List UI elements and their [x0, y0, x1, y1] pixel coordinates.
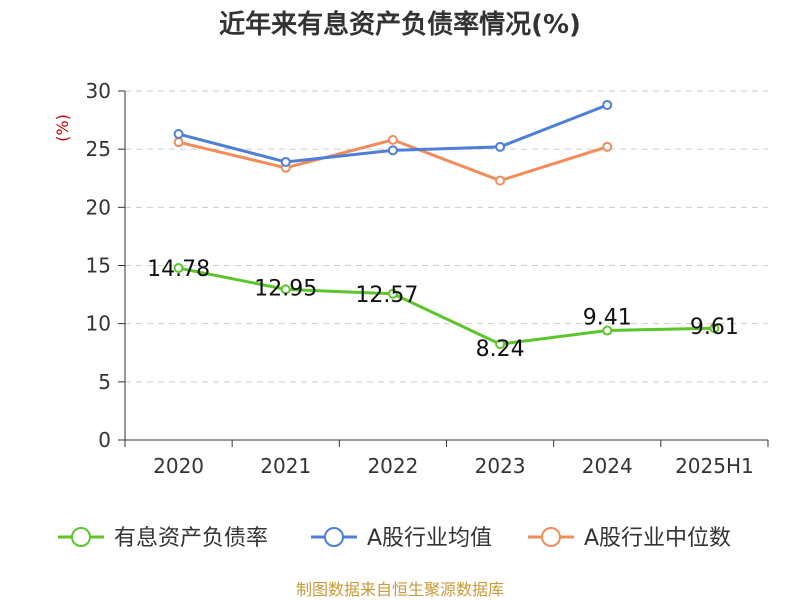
data-label: 8.24	[476, 337, 525, 362]
legend-marker	[71, 527, 91, 547]
data-label: 12.95	[254, 276, 317, 301]
data-point	[387, 134, 398, 145]
series-line	[178, 266, 715, 346]
data-point	[495, 175, 506, 186]
x-tick-label: 2022	[367, 454, 418, 478]
data-point	[173, 137, 184, 148]
y-tick-label: 30	[86, 79, 111, 103]
y-tick-label: 25	[86, 137, 111, 161]
data-point	[173, 263, 184, 274]
y-tick-label: 15	[86, 254, 111, 278]
data-point	[495, 339, 506, 350]
data-label: 14.78	[147, 257, 210, 282]
legend-label: A股行业均值	[367, 526, 492, 551]
data-point	[602, 141, 613, 152]
legend-marker	[541, 527, 561, 547]
x-tick-label: 2023	[475, 454, 526, 478]
grid-lines	[125, 90, 768, 383]
x-tick-label: 2025H1	[675, 454, 754, 478]
legend-marker	[324, 527, 344, 547]
data-point	[495, 141, 506, 152]
legend-label: A股行业中位数	[584, 526, 731, 551]
data-label: 9.61	[690, 315, 739, 340]
data-point	[387, 145, 398, 156]
series-group	[173, 99, 720, 350]
y-tick-label: 10	[86, 312, 111, 336]
data-point	[173, 129, 184, 140]
data-source-note: 制图数据来自恒生聚源数据库	[295, 580, 504, 599]
data-point	[280, 156, 291, 167]
data-point	[280, 284, 291, 295]
data-label: 12.57	[355, 283, 418, 308]
data-point	[709, 323, 720, 334]
y-axis-unit-label: (%)	[53, 114, 72, 142]
legend: 有息资产负债率 A股行业均值 A股行业中位数	[58, 526, 731, 551]
y-tick-label: 0	[98, 428, 111, 452]
chart-title: 近年来有息资产负债率情况(%)	[219, 10, 581, 40]
legend-label: 有息资产负债率	[114, 526, 268, 551]
x-tick-label: 2024	[582, 454, 633, 478]
data-point	[387, 288, 398, 299]
data-point	[602, 99, 613, 110]
x-tick-label: 2020	[153, 454, 204, 478]
axes: 0 5 10 15 20 25 30 2020 2021 2022 2023 2024 2025H1	[86, 79, 769, 478]
data-label: 9.41	[583, 306, 632, 331]
x-tick-label: 2021	[260, 454, 311, 478]
y-tick-label: 20	[86, 195, 111, 219]
y-tick-label: 5	[98, 370, 111, 394]
data-point	[602, 325, 613, 336]
data-labels: 14.78 12.95 12.57 8.24 9.41 9.61	[147, 257, 739, 362]
